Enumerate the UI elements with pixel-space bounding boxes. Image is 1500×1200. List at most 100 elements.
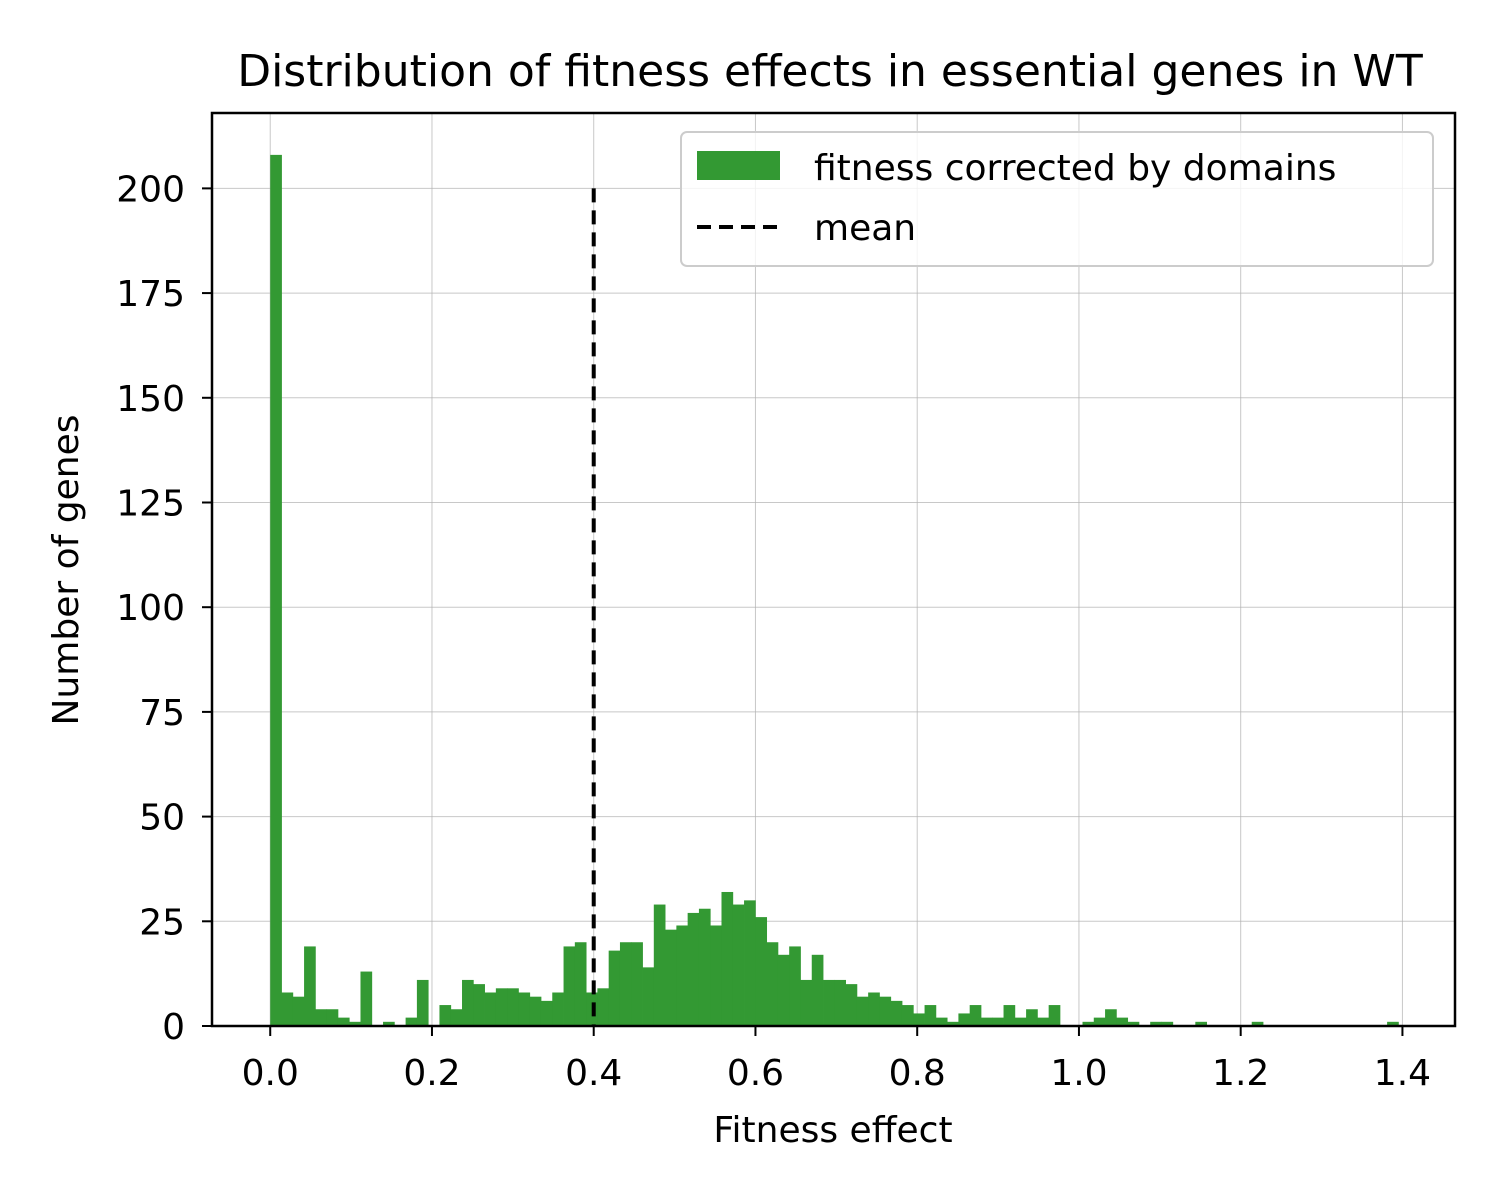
histogram-bar [744,900,756,1026]
histogram-bar [1251,1021,1264,1026]
histogram-bar [834,979,846,1026]
histogram-bar [1014,1017,1027,1026]
histogram-bar [360,971,373,1026]
y-tick-label: 200 [116,169,185,210]
histogram-bar [270,154,282,1026]
legend-box [680,131,1434,267]
histogram-bar [1093,1017,1106,1026]
histogram-bar [800,979,813,1026]
histogram-bar [811,954,824,1026]
histogram-bar [721,891,734,1026]
histogram-bar [1082,1021,1095,1026]
histogram-bar [890,1000,903,1026]
histogram-bar [529,996,542,1026]
histogram-bar [823,979,835,1026]
histogram-bar [879,996,892,1026]
legend: fitness corrected by domains mean [680,131,1434,267]
histogram-bar [337,1017,350,1026]
histogram-bar [597,988,610,1026]
plot-area-frame [210,111,1457,1028]
histogram-bar [777,954,790,1026]
histogram-bar [507,988,519,1026]
histogram-bar [1127,1021,1140,1026]
y-axis-label: Number of genes [46,415,87,726]
histogram-bar [304,946,316,1026]
legend-label-fitness: fitness corrected by domains [814,148,1336,189]
histogram-bar [1105,1009,1117,1026]
histogram-bar [980,1017,993,1026]
x-axis-ticks: 0.0 0.2 0.4 0.6 0.8 1.0 1.2 1.4 [242,1026,1431,1094]
x-tick-label: 1.0 [1050,1053,1107,1094]
histogram-bar [913,1013,925,1026]
histogram-bar [755,917,768,1026]
histogram-bar [710,925,722,1026]
histogram-bar [1387,1021,1399,1026]
chart-title: Distribution of fitness effects in essen… [237,46,1423,97]
histogram-bar [732,904,745,1026]
y-tick-label: 0 [162,1007,185,1048]
legend-label-mean: mean [814,208,916,249]
x-tick-label: 0.6 [727,1053,784,1094]
histogram-bar [405,1017,418,1026]
histogram-bar [653,904,666,1026]
histogram-bar [631,942,643,1026]
y-tick-label: 175 [116,274,185,315]
histogram-bar [992,1017,1004,1026]
histogram-bar [439,1005,452,1026]
histogram-bar [315,1009,328,1026]
histogram-bar [292,996,305,1026]
histogram-bar [1150,1021,1162,1026]
histogram-bar [462,979,474,1026]
histogram-bar [1003,1005,1016,1026]
histogram-bar [416,979,429,1026]
x-tick-label: 1.4 [1374,1053,1431,1094]
histogram-bar [958,1013,971,1026]
histogram-bar [608,950,621,1026]
histogram-bar [619,942,632,1026]
x-tick-label: 1.2 [1212,1053,1269,1094]
histogram-bar [552,992,564,1026]
x-axis-label: Fitness effect [713,1110,952,1151]
y-axis-ticks: 0 25 50 75 100 125 150 175 200 [116,169,212,1048]
histogram-bar [766,942,779,1026]
y-tick-label: 125 [116,483,185,524]
histogram-bar [1116,1017,1129,1026]
histogram-bar [1195,1021,1208,1026]
histogram-bars [270,154,1399,1026]
histogram-bar [326,1009,339,1026]
histogram-bar [687,912,700,1026]
legend-swatch-fitness [697,151,780,180]
histogram-bar [1048,1005,1061,1026]
x-tick-label: 0.2 [403,1053,460,1094]
histogram-bar [484,992,497,1026]
histogram-bar [947,1021,959,1026]
histogram-bar [450,1009,463,1026]
histogram-bar [540,1000,553,1026]
histogram-bar [473,984,485,1026]
y-tick-label: 100 [116,588,185,629]
histogram-bar [789,946,801,1026]
histogram-bar [665,929,677,1026]
histogram-bar [281,992,294,1026]
histogram-bar [676,925,689,1026]
y-tick-label: 75 [139,693,185,734]
histogram-bar [383,1021,395,1026]
x-tick-label: 0.4 [565,1053,622,1094]
histogram-bar [868,992,880,1026]
histogram-bar [924,1005,937,1026]
y-tick-label: 25 [139,902,185,943]
histogram-bar [845,984,858,1026]
y-tick-label: 50 [139,798,185,839]
histogram-bar [574,942,587,1026]
histogram-bar [518,992,531,1026]
histogram-bar [563,946,576,1026]
histogram-bar [349,1021,361,1026]
histogram-bar [1026,1009,1038,1026]
x-tick-label: 0.8 [889,1053,946,1094]
histogram-bar [642,967,655,1026]
histogram-bar [856,996,869,1026]
histogram-bar [495,988,508,1026]
histogram-bar [1161,1021,1174,1026]
histogram-bar [901,1005,914,1026]
